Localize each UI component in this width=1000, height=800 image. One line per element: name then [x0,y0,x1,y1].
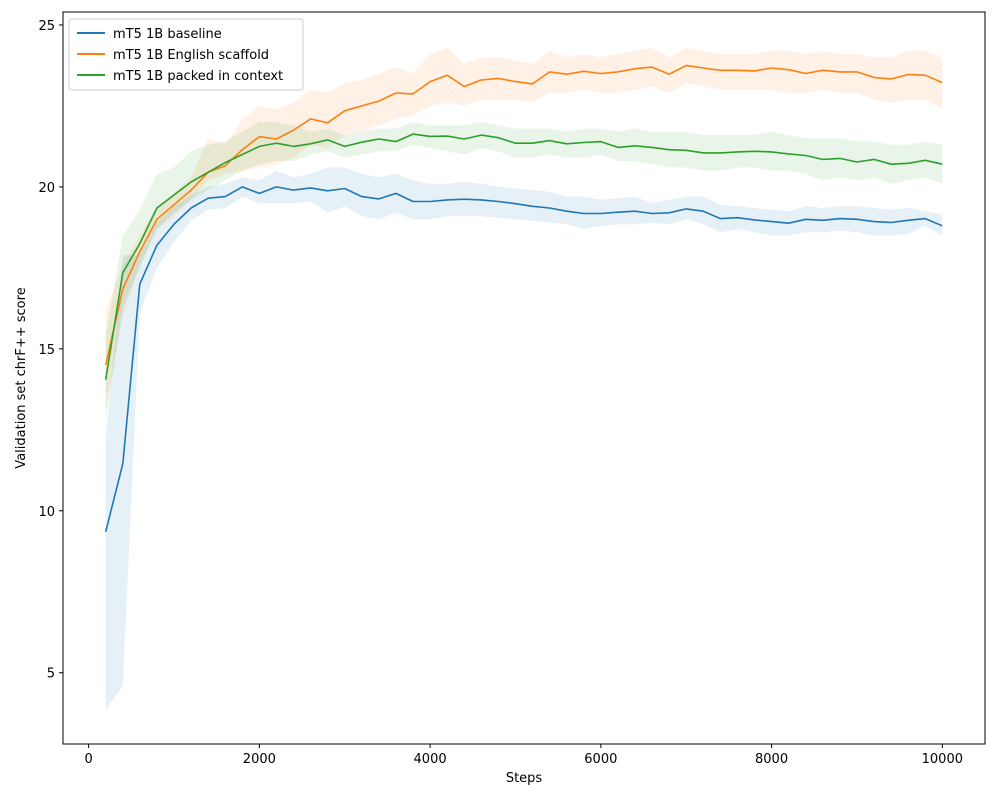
x-tick-label: 4000 [414,752,447,767]
x-tick-label: 6000 [584,752,617,767]
x-tick-label: 8000 [755,752,788,767]
confidence-bands [105,47,943,710]
x-tick-label: 0 [84,752,92,767]
y-axis: 5 10 15 20 25 [38,19,63,682]
x-axis-label: Steps [506,771,543,786]
legend-label: mT5 1B packed in context [113,69,283,84]
band-series-2 [105,47,943,408]
series-lines [104,64,943,532]
line-series-1 [104,186,943,532]
y-tick-label: 10 [38,505,55,520]
line-series-3 [104,133,943,380]
y-tick-label: 15 [38,343,55,358]
legend: mT5 1B baseline mT5 1B English scaffold mT… [68,18,304,91]
y-tick-label: 5 [47,667,55,682]
y-tick-label: 20 [38,181,55,196]
x-tick-label: 10000 [922,752,963,767]
x-axis: 0 2000 4000 6000 8000 10000 [84,744,963,767]
legend-box [68,18,304,91]
line-series-2 [104,64,943,366]
y-tick-label: 25 [38,19,55,34]
plot-frame [62,11,986,745]
band-series-3 [105,122,943,421]
band-series-1 [105,167,943,710]
y-axis-label: Validation set chrF++ score [14,287,29,468]
legend-label: mT5 1B baseline [113,27,222,42]
x-tick-label: 2000 [243,752,276,767]
legend-label: mT5 1B English scaffold [113,48,269,63]
